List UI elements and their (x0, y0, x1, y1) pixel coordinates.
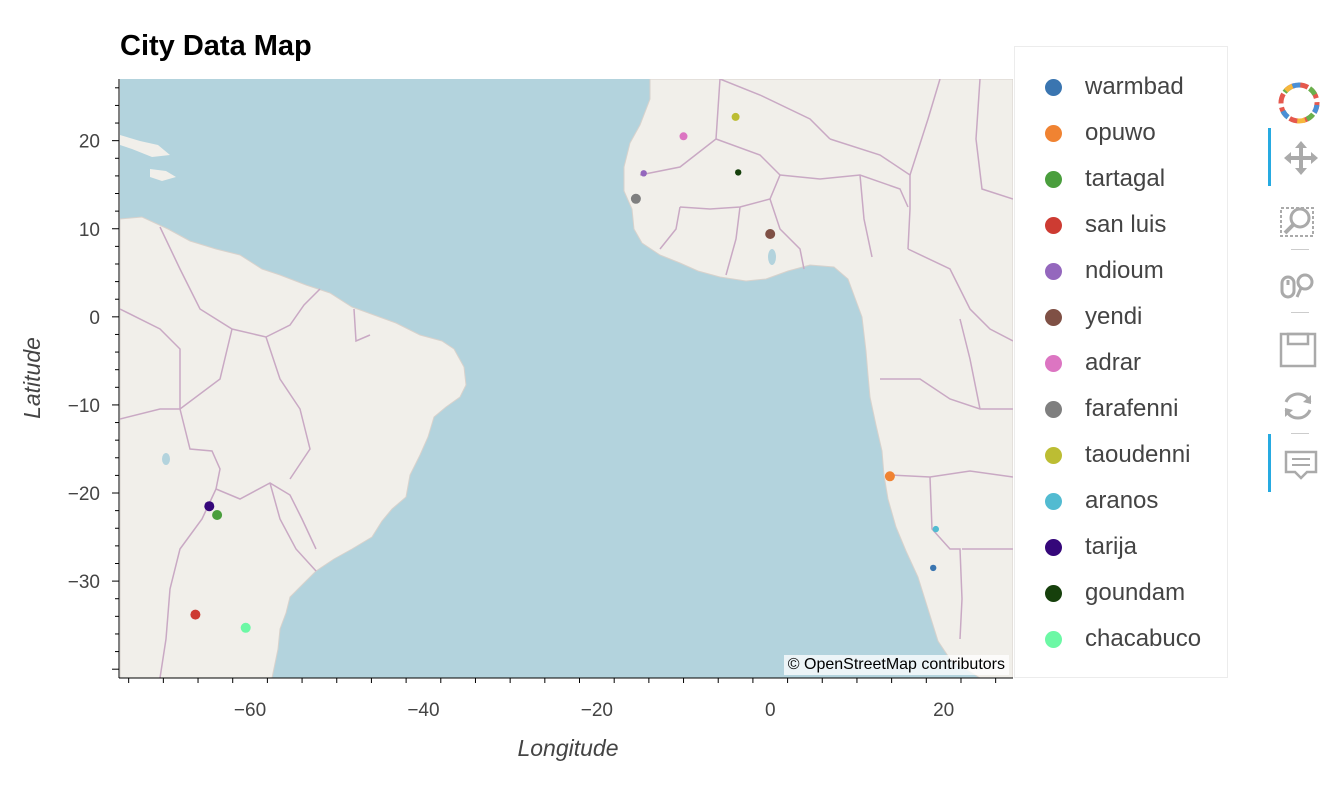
x-tick-label: −60 (234, 700, 266, 721)
wheel-zoom-tool[interactable] (1268, 255, 1330, 313)
box-zoom-tool[interactable] (1268, 192, 1330, 250)
city-marker-tartagal[interactable] (212, 510, 223, 520)
city-marker-goundam[interactable] (735, 169, 742, 176)
city-markers[interactable] (190, 112, 939, 633)
city-marker-warmbad[interactable] (930, 564, 937, 572)
city-marker-taoudenni[interactable] (731, 112, 740, 121)
legend-swatch (1045, 308, 1062, 326)
lake-titicaca (162, 453, 170, 465)
y-tick-label: −20 (68, 484, 100, 505)
y-ticks: 20 10 0 −10 −20 −30 (68, 87, 119, 670)
legend-item[interactable]: san luis (1015, 202, 1227, 248)
save-icon (1279, 332, 1317, 368)
y-tick-label: −30 (68, 572, 100, 593)
land-hispaniola (150, 169, 176, 181)
x-tick-label: 20 (933, 700, 954, 721)
legend-label: taoudenni (1085, 441, 1191, 468)
legend-item[interactable]: yendi (1015, 294, 1227, 340)
hover-tool[interactable] (1268, 434, 1333, 492)
legend: warmbad opuwo tartagal san luis ndioum yendi a… (1014, 46, 1228, 678)
bokeh-logo-icon (1278, 82, 1320, 124)
legend-item[interactable]: chacabuco (1015, 616, 1227, 662)
city-marker-farafenni[interactable] (630, 193, 641, 204)
legend-swatch (1045, 78, 1062, 96)
legend-item[interactable]: warmbad (1015, 64, 1227, 110)
y-tick-label: 0 (89, 308, 100, 329)
legend-label: aranos (1085, 487, 1159, 514)
legend-item[interactable]: tarija (1015, 524, 1227, 570)
city-marker-adrar[interactable] (679, 132, 688, 141)
map-attribution[interactable]: © OpenStreetMap contributors (783, 655, 1009, 675)
x-tick-label: −20 (581, 700, 613, 721)
city-marker-aranos[interactable] (932, 525, 939, 533)
city-marker-san-luis[interactable] (190, 609, 201, 620)
x-tick-label: −40 (407, 700, 439, 721)
city-marker-chacabuco[interactable] (240, 622, 251, 633)
y-axis-title: Latitude (19, 337, 45, 419)
land-africa (623, 79, 1013, 678)
legend-label: tartagal (1085, 165, 1166, 192)
legend-item[interactable]: ndioum (1015, 248, 1227, 294)
legend-swatch (1045, 492, 1062, 510)
legend-item[interactable]: adrar (1015, 340, 1227, 386)
city-marker-opuwo[interactable] (884, 471, 895, 482)
country-borders (120, 79, 1013, 678)
legend-label: farafenni (1085, 395, 1179, 422)
legend-item[interactable]: farafenni (1015, 386, 1227, 432)
box-zoom-icon (1280, 207, 1314, 237)
city-marker-yendi[interactable] (765, 229, 776, 239)
legend-swatch (1045, 124, 1062, 142)
legend-swatch (1045, 630, 1062, 648)
legend-label: opuwo (1085, 119, 1156, 146)
legend-item[interactable]: goundam (1015, 570, 1227, 616)
hover-icon (1284, 450, 1318, 480)
y-tick-label: 10 (79, 220, 100, 241)
reset-icon (1284, 392, 1312, 420)
city-marker-tarija[interactable] (204, 501, 215, 512)
legend-swatch (1045, 538, 1062, 556)
chart-title: City Data Map (120, 30, 312, 62)
pan-tool[interactable] (1268, 128, 1333, 186)
x-tick-label: 0 (765, 700, 776, 721)
toolbar-separator (1291, 433, 1309, 434)
legend-label: chacabuco (1085, 625, 1202, 652)
land-cuba (120, 135, 170, 157)
pan-icon (1284, 141, 1318, 175)
legend-item[interactable]: opuwo (1015, 110, 1227, 156)
y-tick-label: 20 (79, 132, 100, 153)
map-plot-area[interactable]: © OpenStreetMap contributors (120, 79, 1013, 678)
lake-volta (768, 249, 776, 265)
legend-label: adrar (1085, 349, 1142, 376)
x-axis-title: Longitude (517, 735, 618, 761)
legend-label: ndioum (1085, 257, 1164, 284)
land-south-america (120, 216, 467, 678)
bokeh-logo[interactable] (1268, 72, 1330, 130)
y-tick-label: −10 (68, 396, 100, 417)
reset-tool[interactable] (1268, 376, 1330, 434)
legend-label: san luis (1085, 211, 1167, 238)
legend-label: goundam (1085, 579, 1186, 606)
legend-item[interactable]: taoudenni (1015, 432, 1227, 478)
city-marker-ndioum[interactable] (640, 170, 647, 177)
save-tool[interactable] (1268, 318, 1330, 376)
wheel-zoom-icon (1280, 273, 1314, 299)
legend-label: yendi (1085, 303, 1143, 330)
x-ticks: −60 −40 −20 0 20 (128, 678, 997, 721)
legend-swatch (1045, 400, 1062, 418)
legend-swatch (1045, 216, 1062, 234)
legend-swatch (1045, 354, 1062, 372)
toolbar-separator (1291, 249, 1309, 250)
basemap (120, 79, 1013, 678)
legend-item[interactable]: aranos (1015, 478, 1227, 524)
legend-swatch (1045, 584, 1062, 602)
legend-label: warmbad (1085, 73, 1184, 100)
legend-swatch (1045, 262, 1062, 280)
legend-label: tarija (1085, 533, 1138, 560)
toolbar-separator (1291, 312, 1309, 313)
legend-swatch (1045, 170, 1062, 188)
legend-item[interactable]: tartagal (1015, 156, 1227, 202)
legend-swatch (1045, 446, 1062, 464)
